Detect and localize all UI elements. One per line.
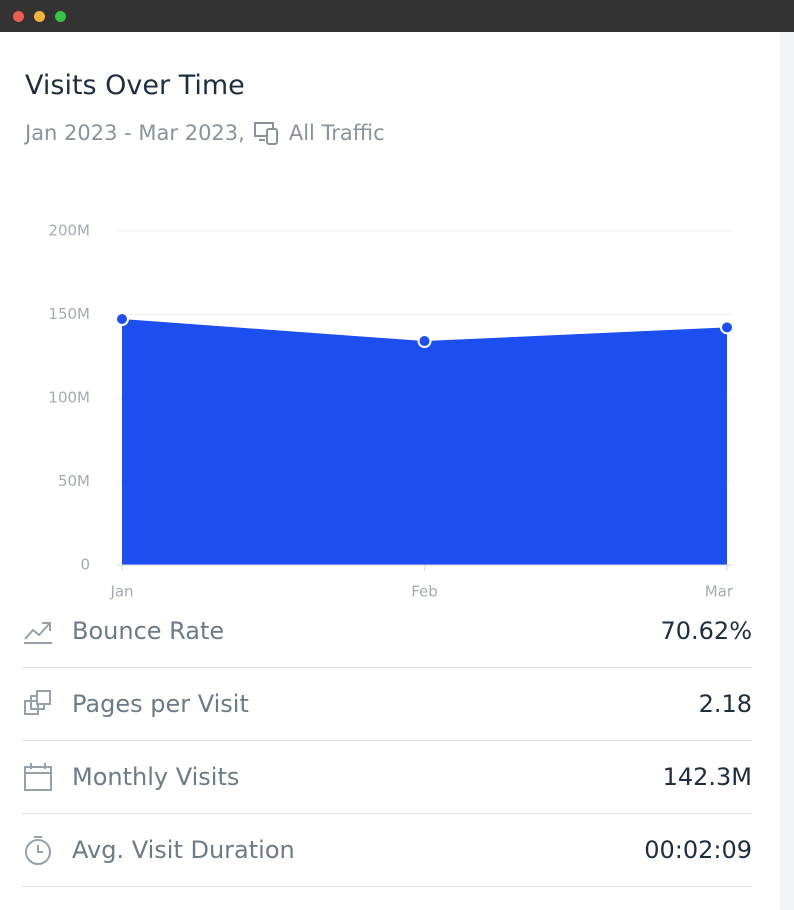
metric-label: Pages per Visit: [72, 690, 249, 718]
metric-icon: [25, 836, 51, 865]
close-button[interactable]: [13, 11, 24, 22]
metric-label: Bounce Rate: [72, 617, 225, 645]
x-tick-label: Mar: [705, 583, 734, 601]
window-bar: [0, 0, 794, 32]
y-tick-label: 150M: [48, 305, 90, 323]
device-icon: [253, 122, 278, 145]
metric-value: 00:02:09: [644, 836, 752, 864]
metric-label: Monthly Visits: [72, 763, 240, 791]
metric-value: 70.62%: [660, 617, 752, 645]
metric-value: 2.18: [698, 690, 752, 718]
chart: 0 50M 100M 150M 200M Jan Feb Mar: [48, 222, 734, 601]
subtitle: Jan 2023 - Mar 2023, All Traffic: [25, 120, 385, 146]
metric-row: Pages per Visit 2.18: [22, 668, 752, 741]
y-tick-label: 50M: [58, 472, 90, 490]
y-tick-label: 200M: [48, 222, 90, 240]
metric-row: Bounce Rate 70.62%: [22, 595, 752, 668]
point: [417, 334, 432, 349]
x-tick-label: Feb: [411, 583, 438, 601]
area: [122, 319, 727, 565]
metric-row: Avg. Visit Duration 00:02:09: [22, 814, 752, 887]
traffic-filter[interactable]: All Traffic: [288, 121, 385, 145]
metric-icon: [24, 622, 52, 644]
x-tick-label: Jan: [109, 583, 133, 601]
card: Visits Over Time Jan 2023 - Mar 2023, Al…: [0, 32, 780, 910]
minimize-button[interactable]: [34, 11, 45, 22]
point: [720, 320, 734, 335]
metric-icon: [24, 763, 52, 791]
y-tick-label: 100M: [48, 389, 90, 407]
metric-label: Avg. Visit Duration: [72, 836, 295, 864]
metric-row: Monthly Visits 142.3M: [22, 741, 752, 814]
metric-value: 142.3M: [662, 763, 752, 791]
maximize-button[interactable]: [55, 11, 66, 22]
metric-icon: [24, 690, 51, 715]
date-range: Jan 2023 - Mar 2023,: [25, 121, 245, 145]
y-tick-label: 0: [80, 556, 90, 574]
point: [115, 312, 129, 327]
title: Visits Over Time: [25, 70, 245, 101]
